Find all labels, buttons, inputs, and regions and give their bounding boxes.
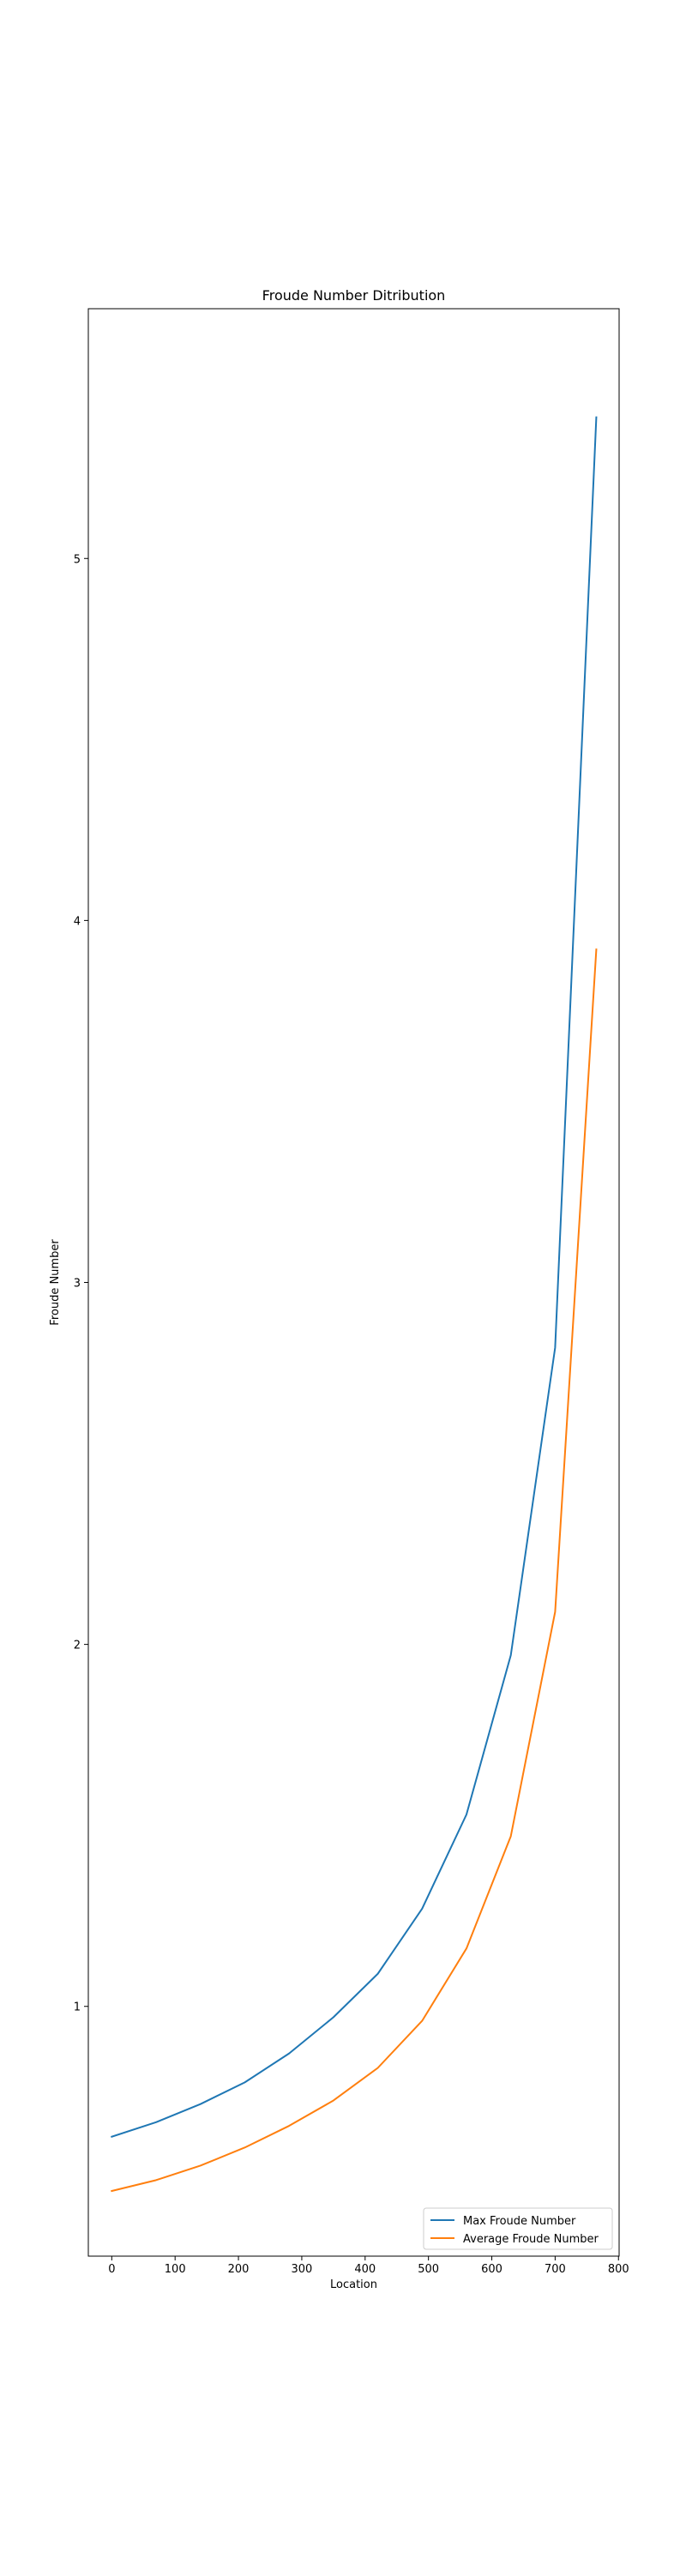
chart-title: Froude Number Ditribution [262,287,446,304]
legend-label: Average Froude Number [463,2233,599,2246]
x-tick-label: 100 [165,2263,186,2276]
x-tick-label: 200 [228,2263,250,2276]
x-axis-label: Location [330,2278,377,2291]
y-tick-label: 4 [74,915,81,928]
series-line-2 [111,948,598,2193]
legend: Max Froude Number Average Froude Number [423,2207,613,2250]
y-tick-label: 5 [74,553,81,566]
x-tick-label: 600 [481,2263,502,2276]
x-tick-label: 300 [292,2263,313,2276]
x-tick-label: 700 [545,2263,566,2276]
legend-label: Max Froude Number [463,2215,576,2228]
y-tick-label: 2 [74,1640,81,1652]
y-tick-label: 1 [74,2001,81,2014]
y-tick-label: 3 [74,1278,81,1291]
x-tick-label: 0 [108,2263,115,2276]
legend-box [423,2207,613,2250]
y-axis-label: Froude Number [49,1239,62,1326]
x-tick-label: 800 [608,2263,629,2276]
plot-frame [87,308,620,2257]
series-line-1 [111,416,598,2138]
x-tick-label: 400 [354,2263,376,2276]
ticks-layer: 0 100 200 300 400 500 600 700 800 1 2 3 4 5 [74,553,629,2276]
series-lines [111,416,598,2193]
x-tick-label: 500 [418,2263,439,2276]
